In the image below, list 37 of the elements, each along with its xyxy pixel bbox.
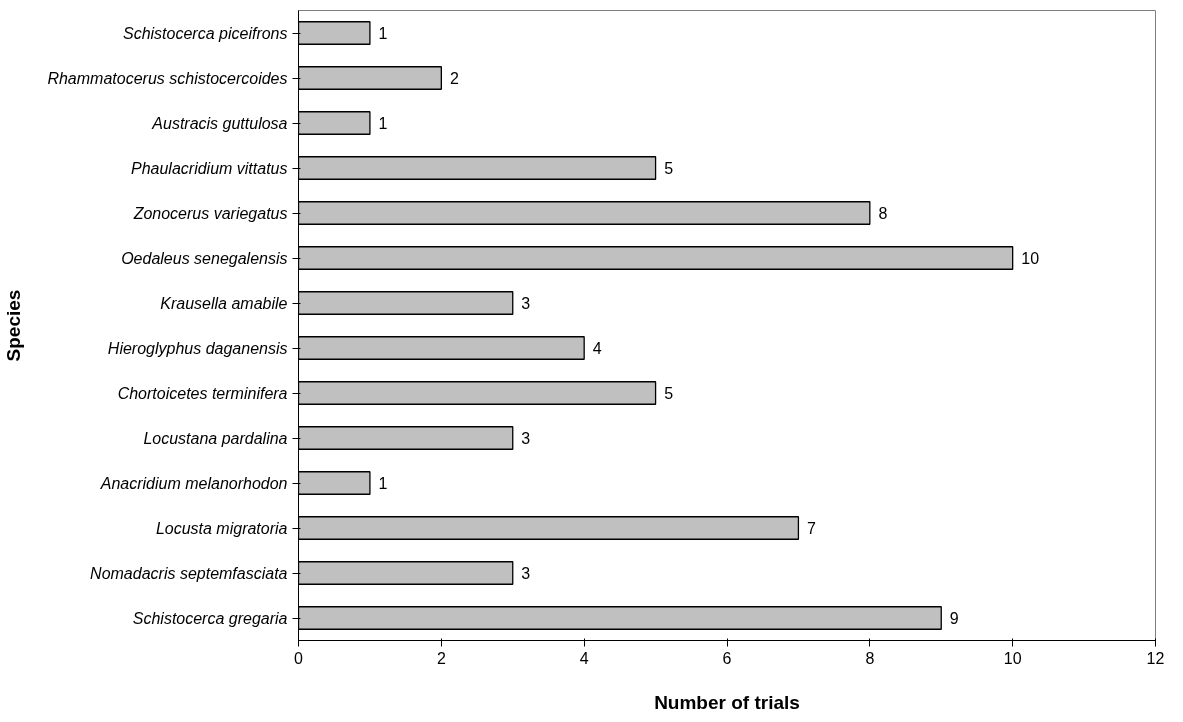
- x-tick-label: 4: [579, 649, 589, 667]
- x-axis-title: Number of trials: [654, 691, 800, 713]
- data-label: 3: [521, 430, 531, 447]
- y-tick-label: Oedaleus senegalensis: [121, 249, 288, 267]
- y-tick-label: Phaulacridium vittatus: [130, 159, 288, 177]
- y-axis-title: Species: [3, 289, 25, 362]
- data-label: 1: [378, 115, 388, 132]
- y-tick-label: Hieroglyphus daganensis: [107, 339, 288, 357]
- data-label: 4: [592, 340, 602, 357]
- y-tick-label: Schistocerca gregaria: [132, 609, 288, 627]
- data-label: 3: [521, 295, 531, 312]
- data-label: 1: [378, 475, 388, 492]
- data-label: 8: [878, 205, 888, 222]
- data-label: 10: [1021, 250, 1040, 267]
- x-tick-label: 6: [722, 649, 732, 667]
- y-tick-label: Chortoicetes terminifera: [117, 384, 288, 402]
- data-label: 2: [449, 70, 459, 87]
- y-tick-label: Locustana pardalina: [143, 429, 288, 447]
- data-label: 1: [378, 25, 388, 42]
- data-label: 3: [521, 565, 531, 582]
- x-tick-label: 0: [294, 649, 304, 667]
- y-tick-label: Zonocerus variegatus: [132, 204, 288, 222]
- y-tick-label: Anacridium melanorhodon: [99, 474, 288, 492]
- y-tick-label: Locusta migratoria: [155, 519, 288, 537]
- data-label: 9: [949, 610, 959, 627]
- x-tick-label: 12: [1146, 649, 1165, 667]
- y-tick-label: Krausella amabile: [160, 294, 288, 312]
- data-label: 7: [806, 520, 816, 537]
- y-tick-label: Nomadacris septemfasciata: [90, 564, 288, 582]
- data-label: 5: [664, 160, 674, 177]
- y-tick-label: Austracis guttulosa: [151, 114, 288, 132]
- y-tick-label: Schistocerca piceifrons: [122, 24, 288, 42]
- x-tick-label: 2: [436, 649, 446, 667]
- x-tick-label: 8: [865, 649, 875, 667]
- y-tick-label: Rhammatocerus schistocercoides: [47, 69, 288, 87]
- data-label: 5: [664, 385, 674, 402]
- x-tick-label: 10: [1003, 649, 1022, 667]
